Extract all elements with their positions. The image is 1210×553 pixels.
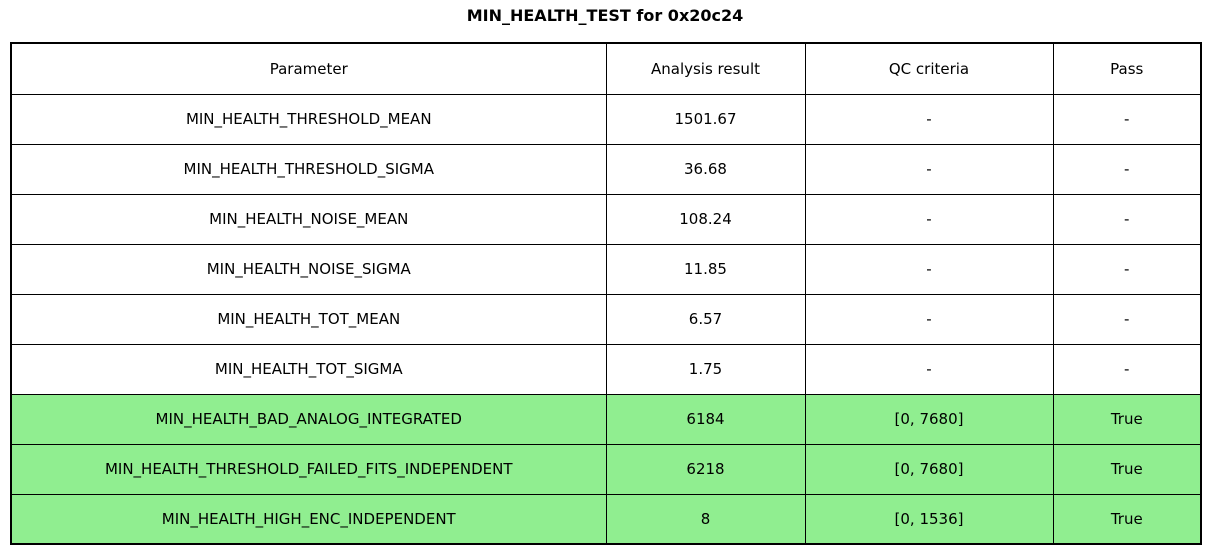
- pass-cell: -: [1052, 243, 1202, 295]
- qc-criteria-cell: [0, 7680]: [804, 443, 1054, 495]
- parameter-cell: MIN_HEALTH_NOISE_SIGMA: [10, 243, 607, 295]
- parameter-cell: MIN_HEALTH_THRESHOLD_FAILED_FITS_INDEPEN…: [10, 443, 607, 495]
- qc-results-table: Parameter Analysis result QC criteria Pass …: [10, 42, 1202, 545]
- table-row: MIN_HEALTH_THRESHOLD_FAILED_FITS_INDEPEN…: [10, 443, 1202, 495]
- table-row: MIN_HEALTH_NOISE_SIGMA 11.85- -: [10, 243, 1202, 295]
- analysis-result-cell: 36.68: [605, 143, 806, 195]
- analysis-result-cell: 6.57: [605, 293, 806, 345]
- header-row: Parameter Analysis result QC criteria Pass: [10, 42, 1202, 95]
- analysis-result-cell: 1501.67: [605, 93, 806, 145]
- qc-criteria-cell: [0, 1536]: [804, 493, 1054, 545]
- qc-criteria-cell: -: [804, 343, 1054, 395]
- pass-cell: True: [1052, 393, 1202, 445]
- page-title: MIN_HEALTH_TEST for 0x20c24: [466, 6, 744, 25]
- column-header-qc-criteria: QC criteria: [804, 42, 1054, 95]
- table-row: MIN_HEALTH_TOT_SIGMA 1.75- -: [10, 343, 1202, 395]
- pass-cell: -: [1052, 293, 1202, 345]
- parameter-cell: MIN_HEALTH_THRESHOLD_SIGMA: [10, 143, 607, 195]
- parameter-cell: MIN_HEALTH_THRESHOLD_MEAN: [10, 93, 607, 145]
- analysis-result-cell: 108.24: [605, 193, 806, 245]
- table-row: MIN_HEALTH_THRESHOLD_SIGMA 36.68- -: [10, 143, 1202, 195]
- analysis-result-cell: 11.85: [605, 243, 806, 295]
- table-row: MIN_HEALTH_TOT_MEAN 6.57- -: [10, 293, 1202, 345]
- qc-criteria-cell: -: [804, 143, 1054, 195]
- pass-cell: -: [1052, 143, 1202, 195]
- qc-criteria-cell: -: [804, 243, 1054, 295]
- pass-cell: True: [1052, 443, 1202, 495]
- analysis-result-cell: 6218: [605, 443, 806, 495]
- column-header-analysis-result: Analysis result: [605, 42, 806, 95]
- table-row: MIN_HEALTH_BAD_ANALOG_INTEGRATED 6184 [0, …: [10, 393, 1202, 445]
- table-body: MIN_HEALTH_THRESHOLD_MEAN 1501.67- - MIN_HE…: [10, 93, 1202, 545]
- qc-criteria-cell: -: [804, 193, 1054, 245]
- table-header: Parameter Analysis result QC criteria Pass: [10, 42, 1202, 95]
- qc-criteria-cell: [0, 7680]: [804, 393, 1054, 445]
- parameter-cell: MIN_HEALTH_BAD_ANALOG_INTEGRATED: [10, 393, 607, 445]
- column-header-pass: Pass: [1052, 42, 1202, 95]
- qc-criteria-cell: -: [804, 93, 1054, 145]
- pass-cell: -: [1052, 343, 1202, 395]
- analysis-result-cell: 8: [605, 493, 806, 545]
- pass-cell: -: [1052, 93, 1202, 145]
- pass-cell: True: [1052, 493, 1202, 545]
- parameter-cell: MIN_HEALTH_HIGH_ENC_INDEPENDENT: [10, 493, 607, 545]
- analysis-result-cell: 6184: [605, 393, 806, 445]
- column-header-parameter: Parameter: [10, 42, 607, 95]
- table-row: MIN_HEALTH_NOISE_MEAN 108.24- -: [10, 193, 1202, 245]
- analysis-result-cell: 1.75: [605, 343, 806, 395]
- parameter-cell: MIN_HEALTH_TOT_MEAN: [10, 293, 607, 345]
- parameter-cell: MIN_HEALTH_TOT_SIGMA: [10, 343, 607, 395]
- table-row: MIN_HEALTH_HIGH_ENC_INDEPENDENT 8 [0, 1536…: [10, 493, 1202, 545]
- table-row: MIN_HEALTH_THRESHOLD_MEAN 1501.67- -: [10, 93, 1202, 145]
- pass-cell: -: [1052, 193, 1202, 245]
- parameter-cell: MIN_HEALTH_NOISE_MEAN: [10, 193, 607, 245]
- qc-criteria-cell: -: [804, 293, 1054, 345]
